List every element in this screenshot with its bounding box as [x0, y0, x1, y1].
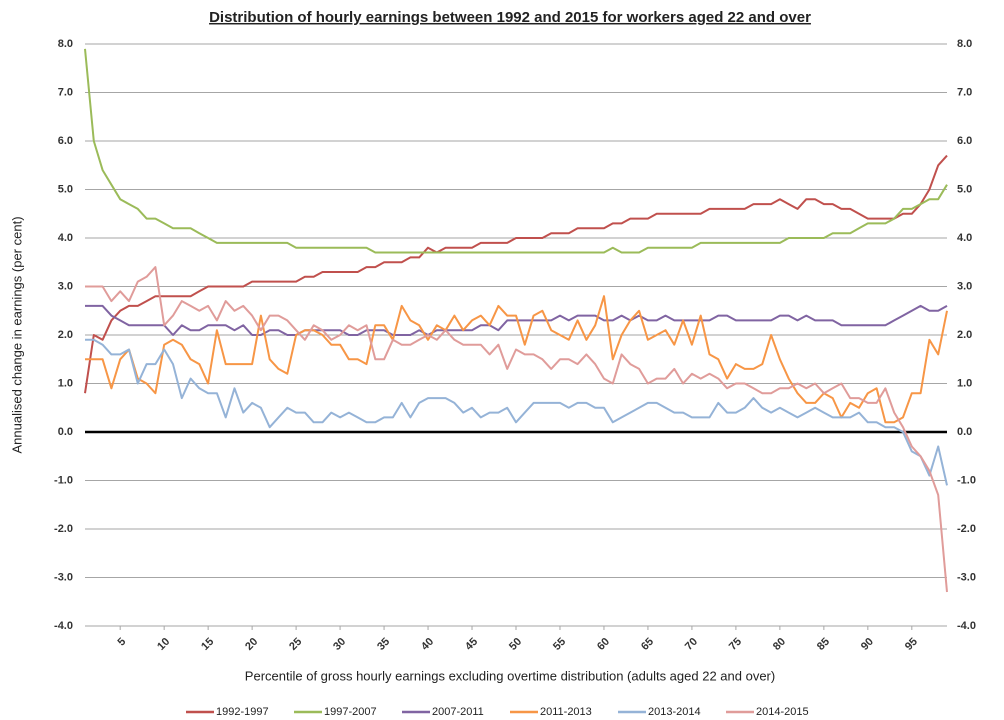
y-tick-label: 1.0 — [58, 377, 73, 389]
legend-label: 2007-2011 — [432, 706, 484, 718]
series-line — [84, 48, 948, 254]
y-axis-label: Annualised change in earnings (per cent) — [9, 216, 24, 453]
legend-label: 1992-1997 — [216, 706, 269, 718]
x-tick-label: 65 — [639, 636, 656, 653]
y2-tick-label: 0.0 — [957, 426, 972, 438]
y2-tick-label: 2.0 — [957, 329, 972, 341]
y-tick-label: 0.0 — [58, 426, 73, 438]
y2-tick-label: -4.0 — [957, 620, 976, 632]
x-tick-label: 90 — [859, 636, 876, 653]
x-tick-label: 5 — [116, 636, 129, 649]
x-tick-label: 80 — [771, 636, 788, 653]
series-line — [85, 304, 948, 336]
x-tick-label: 20 — [243, 636, 260, 653]
x-tick-label: 25 — [287, 636, 304, 653]
y-tick-label: 4.0 — [58, 232, 73, 244]
series-line — [85, 266, 948, 593]
x-tick-label: 10 — [155, 636, 172, 653]
x-tick-label: 95 — [903, 636, 920, 653]
x-tick-label: 70 — [683, 636, 700, 653]
y2-tick-label: 4.0 — [957, 232, 972, 244]
series-line — [85, 295, 948, 424]
y2-tick-label: 6.0 — [957, 135, 972, 147]
y-tick-label: 5.0 — [58, 183, 73, 195]
x-tick-label: 85 — [815, 636, 832, 653]
x-tick-label: 60 — [595, 636, 612, 653]
x-tick-label: 15 — [199, 636, 216, 653]
series-line — [85, 338, 948, 486]
x-tick-label: 45 — [463, 636, 480, 653]
series-line — [84, 154, 948, 394]
legend-label: 2014-2015 — [756, 706, 809, 718]
y-tick-label: -1.0 — [54, 474, 73, 486]
y-tick-label: -4.0 — [54, 620, 73, 632]
x-tick-label: 55 — [551, 636, 568, 653]
x-tick-label: 75 — [727, 636, 744, 653]
x-tick-label: 30 — [331, 636, 348, 653]
y2-tick-label: 3.0 — [957, 280, 972, 292]
x-tick-label: 40 — [419, 636, 436, 653]
y2-tick-label: 8.0 — [957, 38, 972, 50]
y2-tick-label: -3.0 — [957, 571, 976, 583]
legend-label: 2011-2013 — [540, 706, 592, 718]
legend-label: 1997-2007 — [324, 706, 377, 718]
y-tick-label: 2.0 — [58, 329, 73, 341]
legend-label: 2013-2014 — [648, 706, 701, 718]
y-tick-label: 8.0 — [58, 38, 73, 50]
y2-tick-label: -2.0 — [957, 523, 976, 535]
y-tick-label: 6.0 — [58, 135, 73, 147]
y2-tick-label: 1.0 — [957, 377, 972, 389]
chart-title: Distribution of hourly earnings between … — [209, 9, 811, 26]
y2-tick-label: 7.0 — [957, 86, 972, 98]
x-axis-label: Percentile of gross hourly earnings excl… — [245, 668, 775, 683]
y-tick-label: 7.0 — [58, 86, 73, 98]
y-tick-label: -2.0 — [54, 523, 73, 535]
x-tick-label: 50 — [507, 636, 524, 653]
y-tick-label: -3.0 — [54, 571, 73, 583]
y2-tick-label: -1.0 — [957, 474, 976, 486]
y2-tick-label: 5.0 — [957, 183, 972, 195]
y-tick-label: 3.0 — [58, 280, 73, 292]
x-tick-label: 35 — [375, 636, 392, 653]
